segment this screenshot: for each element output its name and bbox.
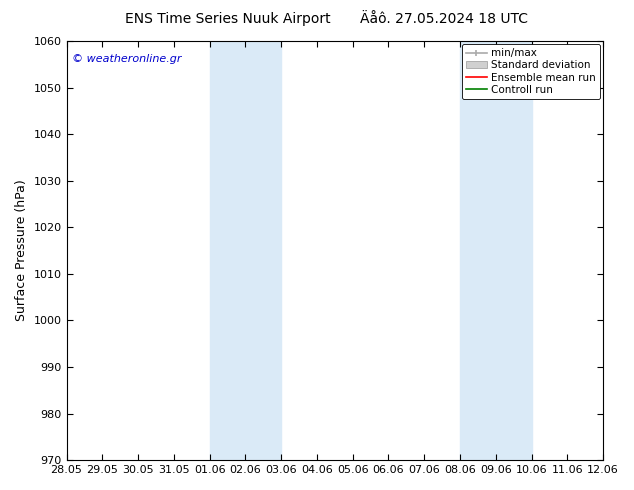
- Text: Äåô. 27.05.2024 18 UTC: Äåô. 27.05.2024 18 UTC: [360, 12, 527, 26]
- Legend: min/max, Standard deviation, Ensemble mean run, Controll run: min/max, Standard deviation, Ensemble me…: [462, 44, 600, 99]
- Bar: [210, 41, 281, 460]
- Text: ENS Time Series Nuuk Airport: ENS Time Series Nuuk Airport: [126, 12, 331, 26]
- Y-axis label: Surface Pressure (hPa): Surface Pressure (hPa): [15, 180, 28, 321]
- Bar: [460, 41, 531, 460]
- Text: © weatheronline.gr: © weatheronline.gr: [72, 53, 181, 64]
